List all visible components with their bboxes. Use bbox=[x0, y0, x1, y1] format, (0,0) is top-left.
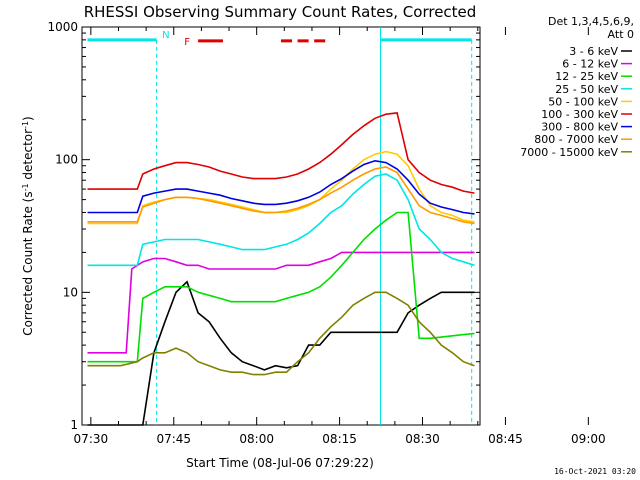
series-line bbox=[87, 166, 475, 225]
legend-label: 3 - 6 keV bbox=[569, 45, 618, 58]
legend-label: 800 - 7000 keV bbox=[534, 133, 618, 146]
y-axis-label-mid: detector bbox=[21, 129, 35, 184]
legend-label: 300 - 800 keV bbox=[541, 121, 618, 134]
legend-label: 100 - 300 keV bbox=[541, 108, 618, 121]
x-tick-label: 09:00 bbox=[571, 432, 606, 446]
y-axis: 1 10 100 1000 bbox=[47, 20, 480, 432]
chart-title: RHESSI Observing Summary Count Rates, Co… bbox=[84, 3, 477, 21]
y-axis-label-exp1: -1 bbox=[21, 183, 30, 191]
y-axis-label-main: Corrected Count Rate (s bbox=[21, 191, 35, 335]
timestamp: 16-Oct-2021 03:20 bbox=[554, 467, 636, 476]
x-tick-label: 07:45 bbox=[156, 432, 191, 446]
legend-label: 12 - 25 keV bbox=[555, 70, 618, 83]
night-flag-label: N bbox=[162, 30, 169, 41]
legend-label: 7000 - 15000 keV bbox=[520, 146, 618, 159]
series-line bbox=[87, 112, 475, 194]
x-tick-label: 08:00 bbox=[239, 432, 274, 446]
y-tick-label: 100 bbox=[55, 153, 78, 167]
series-line bbox=[87, 280, 475, 426]
y-tick-label: 1 bbox=[70, 418, 78, 432]
legend-header-line1: Det 1,3,4,5,6,9, bbox=[548, 15, 634, 28]
legend-header-line2: Att 0 bbox=[608, 28, 634, 41]
series-line bbox=[87, 251, 475, 354]
plot-area bbox=[81, 26, 481, 426]
y-axis-label-exp2: -1 bbox=[21, 121, 30, 129]
x-tick-label: 07:30 bbox=[74, 432, 109, 446]
y-axis-label: Corrected Count Rate (s-1 detector-1) bbox=[21, 116, 36, 335]
series-line bbox=[87, 173, 475, 267]
series-layer bbox=[87, 112, 475, 426]
x-tick-label: 08:45 bbox=[488, 432, 523, 446]
series-line bbox=[87, 211, 475, 363]
flare-flag-label: F bbox=[184, 37, 190, 48]
x-axis: 07:30 07:45 08:00 08:15 08:30 08:45 09:00 bbox=[74, 27, 606, 446]
series-line bbox=[87, 291, 475, 376]
legend-label: 50 - 100 keV bbox=[548, 95, 618, 108]
y-tick-label: 10 bbox=[63, 285, 78, 299]
x-tick-label: 08:30 bbox=[405, 432, 440, 446]
y-axis-label-end: ) bbox=[21, 116, 35, 121]
x-tick-label: 08:15 bbox=[322, 432, 357, 446]
legend-label: 25 - 50 keV bbox=[555, 83, 618, 96]
legend-label: 6 - 12 keV bbox=[562, 58, 618, 71]
y-tick-label: 1000 bbox=[47, 20, 78, 34]
x-axis-label: Start Time (08-Jul-06 07:29:22) bbox=[186, 456, 374, 470]
night-flare-flags: NF bbox=[87, 27, 473, 425]
series-line bbox=[87, 159, 475, 215]
